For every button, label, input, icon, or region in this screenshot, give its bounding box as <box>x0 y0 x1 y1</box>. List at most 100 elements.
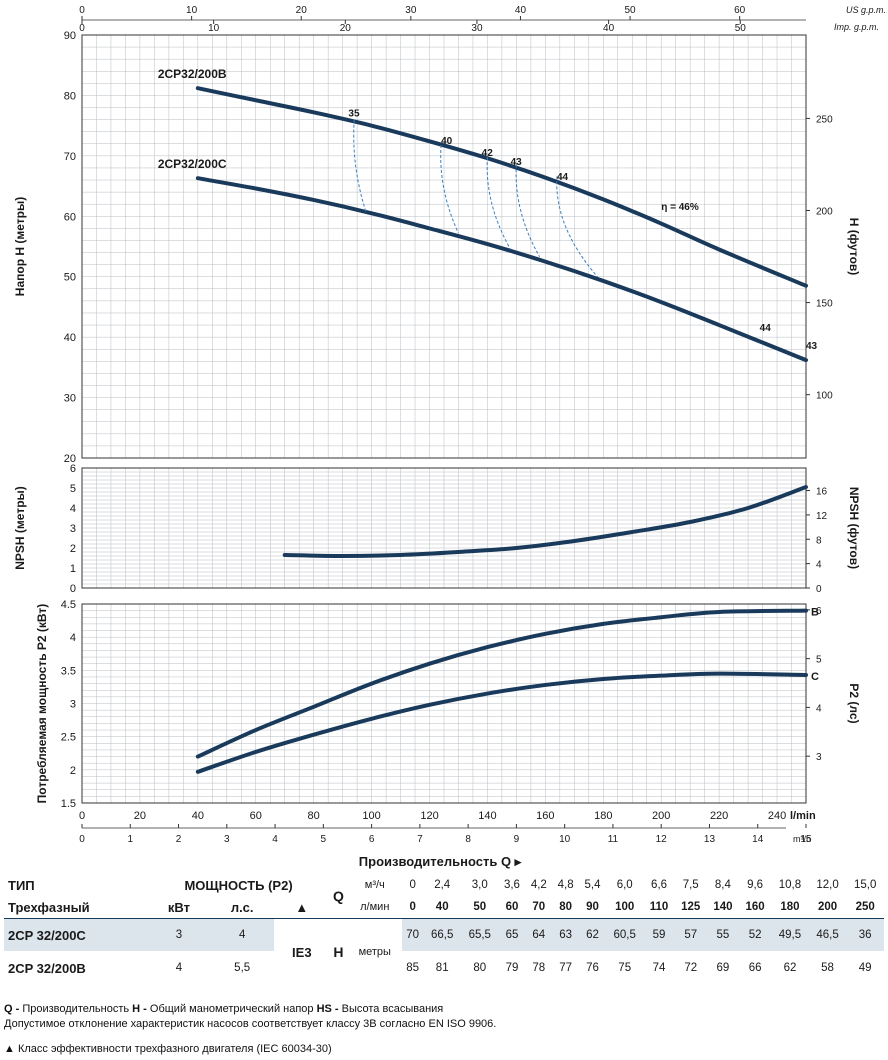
y-tick-label: 70 <box>64 151 76 163</box>
right-tick-label: 16 <box>816 487 828 498</box>
head-value: 62 <box>579 918 606 951</box>
flow-lmin-value: 50 <box>473 901 487 913</box>
us-gpm-tick: 30 <box>405 5 417 16</box>
y-tick-label: 40 <box>64 332 76 344</box>
us-gpm-tick: 40 <box>515 5 527 16</box>
ie-triangle-header: ▲ <box>295 899 309 915</box>
type-header: ТИП <box>8 877 35 893</box>
right-tick-label: 150 <box>816 299 833 310</box>
efficiency-label: 43 <box>806 341 818 352</box>
x-tick-m3h: 5 <box>321 834 327 845</box>
x-tick-m3h: 9 <box>514 834 520 845</box>
head-value: 36 <box>846 918 884 951</box>
series-line-2-0 <box>195 608 808 759</box>
us-gpm-label: US g.p.m. <box>846 5 886 15</box>
x-tick-lmin: 140 <box>478 810 496 822</box>
head-value: 49,5 <box>771 918 809 951</box>
legend-hs-key: HS - <box>316 1003 339 1015</box>
x-tick-lmin: 0 <box>79 810 85 822</box>
performance-table: ТИП МОЩНОСТЬ (P2) Q м³/ч 0 2,4 3,0 3,6 4,2 4,… <box>4 874 884 985</box>
flow-lmin-value: 0 <box>409 901 416 913</box>
table-header-row-1: ТИП МОЩНОСТЬ (P2) Q м³/ч 0 2,4 3,0 3,6 4,2 4,… <box>4 874 884 905</box>
head-value: 65 <box>498 918 526 951</box>
imp-gpm-tick: 20 <box>340 23 352 34</box>
flow-lmin-value: 40 <box>435 901 449 913</box>
head-value: 64 <box>525 918 553 951</box>
x-tick-lmin: 180 <box>594 810 612 822</box>
power-kw: 4 <box>175 962 183 974</box>
series-line-2-1 <box>195 671 808 774</box>
head-value: 59 <box>643 918 675 951</box>
x-tick-lmin: 100 <box>362 810 380 822</box>
imp-gpm-tick: 40 <box>603 23 615 34</box>
y-tick-label: 80 <box>64 90 76 102</box>
head-value: 46,5 <box>808 918 847 951</box>
flow-lmin-value: 140 <box>713 901 733 913</box>
head-value: 78 <box>532 962 546 974</box>
x-tick-m3h: 14 <box>752 834 764 845</box>
right-tick-label: 4 <box>816 703 822 714</box>
y-tick-label: 4 <box>70 632 76 644</box>
flow-lmin-value: 70 <box>532 901 546 913</box>
us-gpm-tick: 0 <box>79 5 85 16</box>
head-value: 81 <box>435 962 449 974</box>
flow-m3h-value: 2,4 <box>434 879 451 891</box>
head-value: 57 <box>674 918 707 951</box>
x-tick-m3h: 8 <box>465 834 471 845</box>
kw-header: кВт <box>167 899 190 915</box>
right-axis-label: H (футов) <box>847 218 861 276</box>
y-tick-label: 2 <box>70 543 76 555</box>
flow-m3h-value: 3,0 <box>471 879 488 891</box>
series-layer <box>195 86 808 774</box>
lmin-unit-label: л/мин <box>360 901 390 913</box>
y-tick-label: 1.5 <box>61 798 76 810</box>
efficiency-label: 35 <box>348 109 360 120</box>
power-hp: 4 <box>210 918 275 951</box>
x-tick-m3h: 4 <box>272 834 278 845</box>
y-tick-label: 4 <box>70 503 76 515</box>
legend-h-text: Общий манометрический напор <box>146 1003 317 1015</box>
us-gpm-tick: 60 <box>734 5 746 16</box>
flow-m3h-value: 7,5 <box>682 879 699 891</box>
q-header: Q <box>333 888 344 904</box>
legend-hs-text: Высота всасывания <box>338 1003 444 1015</box>
flow-m3h-value: 5,4 <box>584 879 601 891</box>
flow-lmin-value: 200 <box>817 901 838 913</box>
x-tick-lmin: 120 <box>420 810 438 822</box>
x-tick-m3h: 7 <box>417 834 423 845</box>
flow-m3h-value: 3,6 <box>503 879 520 891</box>
flow-m3h-value: 15,0 <box>853 879 877 891</box>
imp-gpm-tick: 10 <box>208 23 220 34</box>
y-tick-label: 1 <box>70 563 76 575</box>
flow-m3h-value: 4,8 <box>557 879 574 891</box>
flow-lmin-value: 60 <box>505 901 519 913</box>
x-tick-m3h: 1 <box>127 834 133 845</box>
efficiency-link <box>515 164 541 258</box>
y-tick-label: 3 <box>70 699 76 711</box>
x-tick-lmin: 220 <box>710 810 728 822</box>
us-gpm-tick: 10 <box>186 5 198 16</box>
series-label: B <box>811 607 819 619</box>
right-tick-label: 8 <box>816 535 822 546</box>
m3h-unit-label: м³/ч <box>364 879 385 891</box>
x-tick-m3h: 2 <box>176 834 182 845</box>
y-tick-label: 50 <box>64 272 76 284</box>
efficiency-link <box>440 144 459 234</box>
tolerance-note: Допустимое отклонение характеристик насо… <box>4 1018 497 1030</box>
x-axis-title: Производительность Q ▸ <box>359 854 523 869</box>
flow-m3h-value: 4,2 <box>530 879 547 891</box>
right-tick-label: 6 <box>816 606 822 617</box>
flow-m3h-value: 8,4 <box>714 879 731 891</box>
flow-lmin-value: 180 <box>780 901 800 913</box>
right-tick-label: 200 <box>816 206 833 217</box>
head-value: 65,5 <box>460 918 499 951</box>
power-header: МОЩНОСТЬ (P2) <box>184 877 293 893</box>
y-tick-label: 90 <box>64 30 76 42</box>
legend-h-key: H - <box>132 1003 147 1015</box>
flow-m3h-value: 9,6 <box>747 879 764 891</box>
model-name: 2CP 32/200C <box>4 918 148 951</box>
head-value: 80 <box>473 962 487 974</box>
grid-layer <box>82 35 806 803</box>
